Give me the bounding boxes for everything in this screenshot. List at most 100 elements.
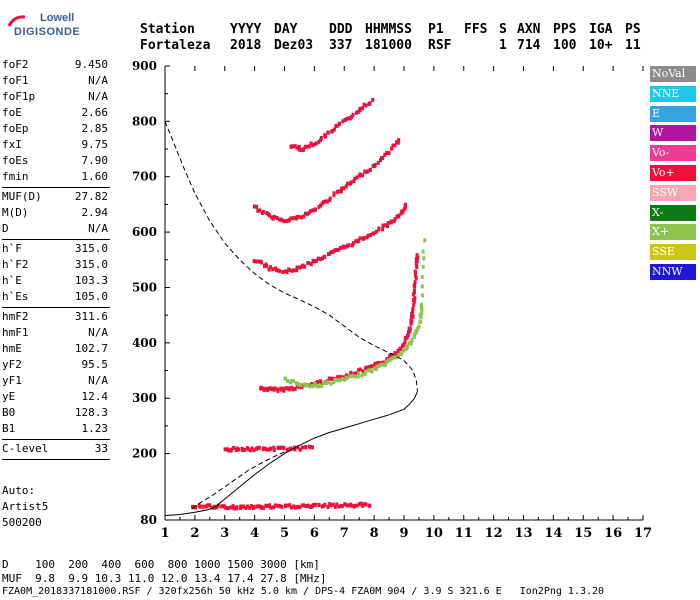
y-tick-label: 200	[132, 447, 157, 461]
legend-item: NNW	[650, 264, 696, 280]
echo-mark	[409, 318, 413, 323]
param-row: fmin 1.60	[2, 170, 108, 185]
echo-mark	[330, 376, 334, 381]
echo-mark	[270, 215, 274, 220]
echo-mark	[306, 261, 310, 266]
profile-dashed-line	[164, 121, 418, 392]
echo-mark	[291, 379, 295, 384]
param-row: hmF1 N/A	[2, 326, 108, 341]
hdr-label-pps: PPS	[553, 22, 577, 37]
echo-mark	[411, 306, 415, 311]
echo-mark	[417, 324, 421, 329]
echo-mark	[320, 201, 324, 206]
echo-mark	[386, 224, 390, 229]
echo-mark	[393, 143, 397, 148]
echo-mark	[282, 445, 286, 450]
echo-mark	[291, 387, 295, 392]
x-tick-label: 6	[310, 526, 319, 541]
echo-mark	[323, 254, 327, 259]
echo-mark	[360, 106, 364, 111]
hdr-val-p1: RSF	[428, 38, 452, 53]
echo-mark	[224, 505, 228, 510]
echo-mark	[361, 369, 365, 374]
echo-mark	[409, 321, 413, 326]
echo-mark	[414, 257, 418, 262]
hdr-val-day: Dez03	[274, 38, 314, 53]
echo-mark	[257, 504, 261, 509]
echo-mark	[198, 504, 202, 509]
echo-mark	[387, 151, 391, 156]
echo-mark	[355, 503, 359, 508]
echo-mark	[283, 269, 287, 274]
echo-mark	[392, 355, 396, 360]
echo-mark	[369, 232, 373, 237]
echo-mark	[335, 378, 339, 383]
echo-mark	[262, 264, 266, 269]
echo-mark	[298, 265, 302, 270]
echo-mark	[332, 191, 336, 196]
echo-mark	[249, 448, 253, 453]
echo-mark	[354, 239, 358, 244]
echo-mark	[362, 102, 366, 107]
echo-mark	[348, 374, 352, 379]
echo-mark	[303, 382, 307, 387]
hdr-val-yyyy: 2018	[230, 38, 262, 53]
echo-mark	[414, 263, 418, 268]
echo-mark	[263, 446, 267, 451]
echo-mark	[326, 504, 330, 509]
param-row: foEs 7.90	[2, 154, 108, 169]
echo-mark	[321, 256, 325, 261]
param-value: 9.75	[81, 138, 109, 151]
echo-mark	[314, 502, 318, 507]
y-tick-label: 80	[140, 513, 157, 527]
param-row: B0 128.3	[2, 406, 108, 421]
echo-mark	[421, 264, 425, 269]
echo-mark	[310, 445, 314, 450]
echo-mark	[357, 371, 361, 376]
echo-mark	[258, 208, 262, 213]
echo-mark	[320, 383, 324, 388]
echo-mark	[370, 369, 374, 374]
echo-mark	[304, 144, 308, 149]
echo-mark	[372, 366, 376, 371]
echo-mark	[312, 142, 316, 147]
param-value: 7.90	[81, 154, 109, 167]
param-name: B0	[2, 406, 16, 419]
echo-mark	[358, 236, 362, 241]
param-value: N/A	[88, 90, 108, 103]
echo-mark	[329, 377, 333, 382]
param-name: foE	[2, 106, 22, 119]
echo-mark	[415, 253, 419, 258]
echo-mark	[257, 259, 261, 264]
panel-separator	[2, 239, 110, 240]
echo-mark	[363, 169, 367, 174]
echo-mark	[303, 211, 307, 216]
echo-mark	[407, 341, 411, 346]
footer-fileinfo: FZA0M_2018337181000.RSF / 320fx256h 50 k…	[2, 586, 605, 597]
echo-mark	[284, 503, 288, 508]
echo-mark	[413, 296, 417, 301]
echo-mark	[280, 445, 284, 450]
echo-mark	[255, 504, 259, 509]
echo-mark	[409, 315, 413, 320]
echo-mark	[287, 267, 291, 272]
echo-mark	[374, 229, 378, 234]
echo-mark	[307, 144, 311, 149]
param-value: 105.0	[74, 290, 108, 303]
hdr-val-axn: 714	[517, 38, 541, 53]
echo-mark	[312, 502, 316, 507]
echo-mark	[403, 336, 407, 341]
echo-mark	[374, 367, 378, 372]
echo-mark	[414, 329, 418, 334]
echo-mark	[342, 186, 346, 191]
echo-mark	[269, 386, 273, 391]
echo-mark	[381, 362, 385, 367]
echo-mark	[336, 248, 340, 253]
echo-mark	[282, 219, 286, 224]
hdr-label-iga: IGA	[589, 22, 613, 37]
legend-item: SSE	[650, 244, 696, 261]
echo-mark	[403, 202, 407, 207]
echo-mark	[286, 378, 290, 383]
echo-mark	[396, 349, 400, 354]
panel-separator	[2, 439, 110, 440]
